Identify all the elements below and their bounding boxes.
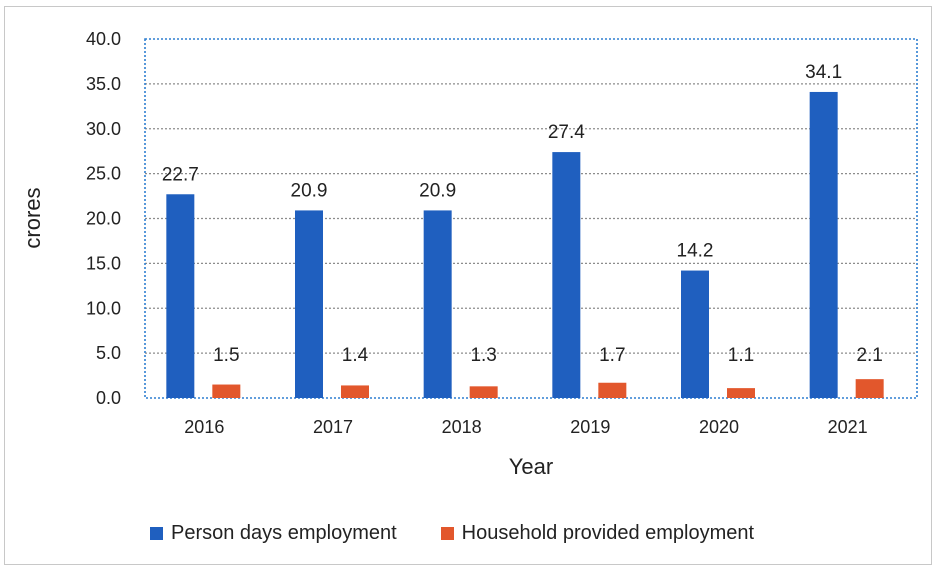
data-label-person-days: 27.4 [548,122,585,143]
data-label-household: 1.5 [213,345,239,366]
data-label-person-days: 34.1 [805,62,842,83]
x-tick-label: 2018 [442,417,482,437]
x-tick-label: 2016 [184,417,224,437]
y-tick-label: 10.0 [86,298,121,318]
x-tick-label: 2017 [313,417,353,437]
x-axis-ticks: 2016 2017 2018 2019 2020 2021 [184,417,867,437]
bar-household [598,382,627,398]
data-label-person-days: 14.2 [677,241,714,262]
chart-frame [4,6,932,565]
x-tick-label: 2019 [570,417,610,437]
y-tick-label: 15.0 [86,253,121,273]
legend-swatch-person-days [150,527,163,540]
bar-person-days [809,91,838,398]
y-tick-label: 0.0 [96,388,121,408]
bars [166,91,884,398]
data-label-household: 1.4 [342,345,369,366]
bar-person-days [166,194,195,398]
data-label-household: 1.1 [728,345,754,366]
y-tick-label: 30.0 [86,119,121,139]
x-tick-label: 2021 [828,417,868,437]
data-label-household: 2.1 [856,345,882,366]
bar-household [469,386,498,398]
bar-person-days [681,270,709,398]
y-axis-title: crores [20,187,45,248]
legend-label-household: Household provided employment [461,522,755,544]
bar-household [855,379,884,398]
y-tick-label: 5.0 [96,343,121,363]
plot-area-border [144,38,918,399]
y-axis-ticks: 0.0 5.0 10.0 15.0 20.0 25.0 30.0 35.0 40.0 [86,29,121,408]
y-tick-label: 40.0 [86,29,121,49]
data-label-household: 1.3 [470,345,496,366]
x-tick-label: 2020 [699,417,739,437]
bar-person-days [423,210,452,398]
y-tick-label: 25.0 [86,164,121,184]
data-label-person-days: 20.9 [419,180,456,201]
bar-household [727,388,755,398]
legend-label-person-days: Person days employment [171,522,397,544]
legend: Person days employment Household provide… [150,522,798,545]
y-tick-label: 35.0 [86,74,121,94]
data-labels: 22.7 1.5 20.9 1.4 20.9 1.3 27.4 1.7 14.2 1.1 34.1 2… [162,62,883,366]
bar-household [212,384,241,398]
bar-household [341,385,369,398]
bar-person-days [552,152,581,398]
grid-lines [145,83,917,354]
legend-swatch-household [440,527,454,540]
x-axis-title: Year [509,454,553,479]
legend-item-person-days: Person days employment [150,522,397,545]
bar-person-days [295,210,323,398]
y-tick-label: 20.0 [86,209,121,229]
data-label-household: 1.7 [599,345,625,366]
data-label-person-days: 22.7 [162,164,199,185]
data-label-person-days: 20.9 [291,180,328,201]
legend-item-household: Household provided employment [440,522,755,545]
